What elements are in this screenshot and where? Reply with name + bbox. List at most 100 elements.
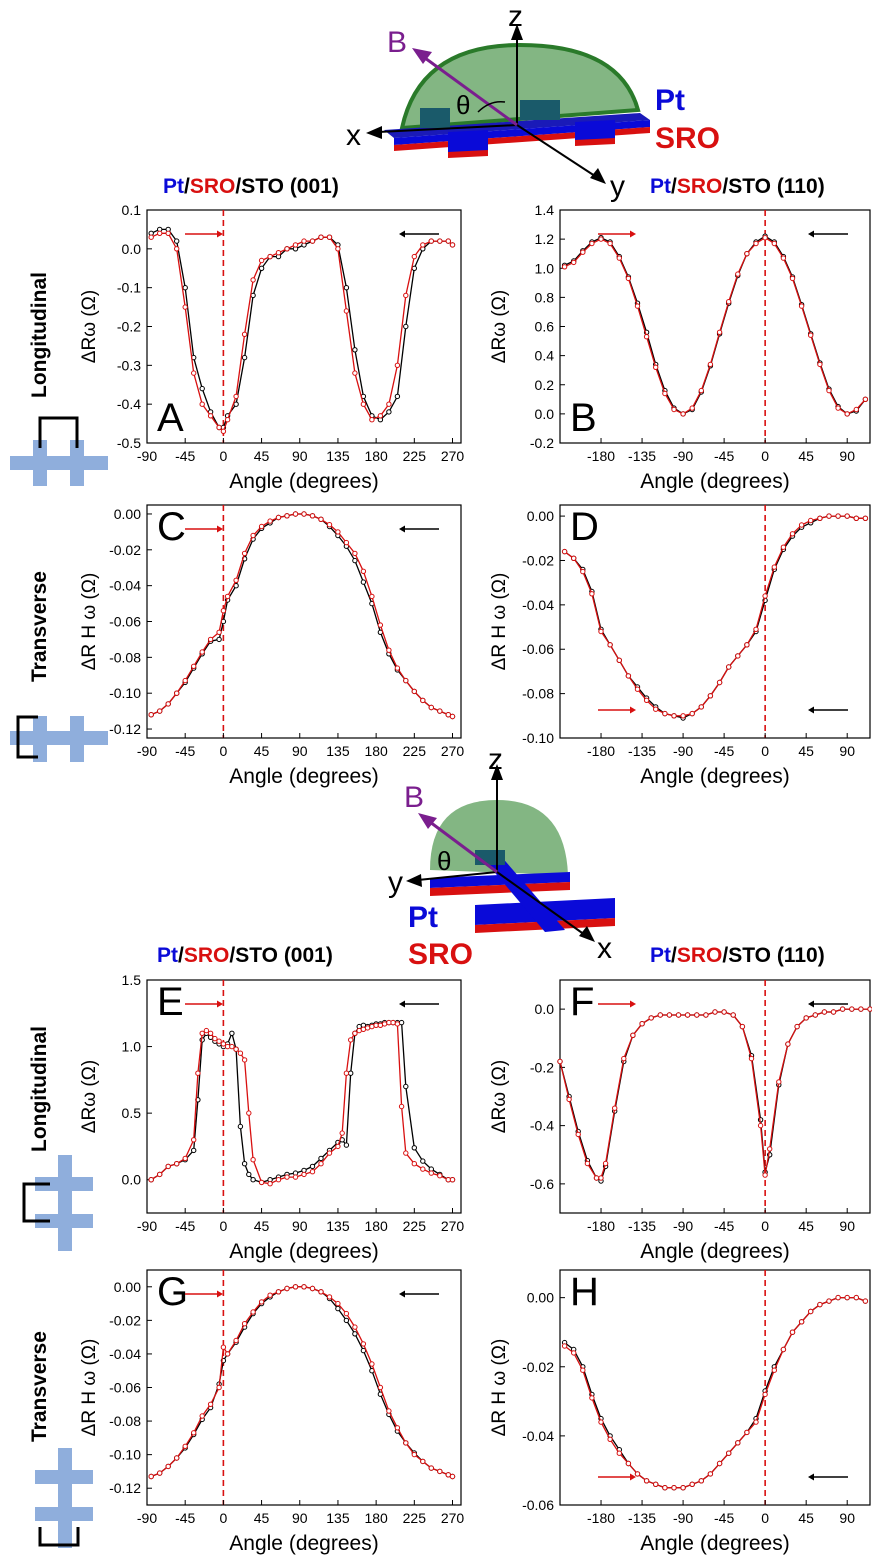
data-point	[716, 329, 723, 335]
data-point	[428, 1170, 434, 1176]
chart-panels: -90 -45 0 45 90 135 180 225 270 0.1 0.0 -0.1 -0.2 -0.…	[79, 202, 872, 1555]
y-tick-label: 0.0	[535, 1001, 555, 1017]
data-point	[301, 511, 307, 517]
y-tick-label: -0.3	[117, 357, 141, 373]
sweep-forward-arrowhead	[217, 525, 223, 533]
data-point	[258, 523, 265, 530]
y-tick-label: -0.08	[109, 649, 141, 665]
x-tick-label: 45	[798, 448, 814, 464]
data-point	[148, 1177, 154, 1183]
contact-pictogram-longitudinal-2	[22, 1155, 93, 1251]
data-point	[318, 234, 324, 240]
y-tick-label: -0.12	[109, 721, 141, 737]
b-field-label: B	[404, 781, 424, 814]
y-tick-label: 0.00	[114, 1279, 141, 1295]
b-field-label: B	[387, 26, 407, 59]
data-point	[292, 1174, 299, 1180]
contact-pictogram-longitudinal	[10, 416, 108, 486]
x-tick-label: -90	[673, 448, 693, 464]
series-line-forward	[564, 515, 866, 717]
data-point	[716, 679, 723, 686]
plot-frame	[559, 979, 871, 1214]
y-axis-arrowhead	[406, 874, 422, 887]
data-point	[216, 1384, 222, 1391]
data-point	[657, 1012, 663, 1018]
data-point	[826, 513, 832, 519]
x-tick-label: 0	[761, 448, 769, 464]
data-point	[220, 1041, 227, 1047]
x-tick-label: 270	[441, 743, 465, 759]
data-point	[352, 1331, 358, 1337]
b-field-vector	[424, 56, 518, 127]
data-point	[625, 1460, 632, 1467]
data-point	[762, 593, 768, 599]
header-sro: SRO	[184, 944, 230, 967]
x-axis-label: Angle (degrees)	[640, 1240, 789, 1263]
x-tick-label: -45	[175, 743, 195, 759]
data-point	[403, 677, 409, 684]
data-point	[671, 713, 677, 719]
theta-label: θ	[437, 846, 451, 876]
data-point	[301, 1284, 307, 1290]
sweep-forward-arrowhead	[217, 230, 223, 238]
x-tick-label: 90	[839, 743, 855, 759]
data-point	[744, 642, 750, 648]
data-point	[403, 1083, 409, 1090]
x-tick-label: 90	[292, 743, 308, 759]
data-point	[301, 238, 307, 244]
data-point	[250, 1177, 256, 1183]
data-point	[343, 539, 350, 546]
series-line-backward	[564, 515, 866, 719]
data-point	[148, 712, 154, 718]
data-point	[191, 1137, 197, 1143]
data-point	[394, 393, 401, 400]
data-point	[625, 275, 632, 282]
panel-label: D	[570, 505, 599, 549]
x-axis-label: Angle (degrees)	[229, 470, 378, 493]
data-point	[437, 238, 443, 244]
x-tick-label: 45	[798, 1510, 814, 1526]
data-point	[735, 271, 741, 277]
x-tick-label: -180	[587, 1218, 615, 1234]
x-tick-label: 135	[326, 1218, 350, 1234]
data-point	[326, 522, 333, 528]
data-point	[812, 1012, 818, 1018]
y-tick-label: -0.02	[522, 1359, 554, 1375]
data-point	[625, 673, 632, 679]
y-tick-label: 1.0	[122, 1039, 142, 1055]
series-line-forward	[150, 232, 453, 433]
data-point	[390, 1019, 396, 1026]
data-point	[369, 417, 375, 423]
data-point	[237, 1050, 244, 1056]
z-axis-label: z	[488, 743, 503, 776]
data-point	[428, 1465, 434, 1471]
chart-panel-h: -180 -135 -90 -45 0 45 90 0.00 -0.02 -0.04 -0.06 An…	[489, 1269, 871, 1555]
data-point	[653, 706, 659, 712]
plot-frame	[559, 209, 871, 444]
series-line-forward	[150, 1286, 453, 1478]
data-point	[835, 1294, 841, 1301]
header-sro: SRO	[677, 175, 723, 198]
data-point	[292, 511, 299, 517]
plot-frame	[146, 504, 462, 739]
data-point	[853, 515, 859, 521]
y-tick-label: -0.04	[109, 578, 141, 594]
data-point	[589, 591, 595, 597]
x-tick-label: -90	[137, 448, 157, 464]
x-tick-label: -45	[175, 1218, 195, 1234]
x-tick-label: 225	[403, 1510, 427, 1526]
x-tick-label: -90	[137, 743, 157, 759]
data-point	[753, 240, 759, 247]
data-point	[275, 1289, 282, 1295]
data-point	[689, 1481, 695, 1488]
data-point	[858, 1006, 864, 1012]
header-pt: Pt	[157, 944, 178, 967]
data-point	[386, 647, 392, 653]
chart-panel-g: -90 -45 0 45 90 135 180 225 270 0.00 -0.02 -0.04 -0.…	[79, 1269, 464, 1555]
x-tick-label: 270	[441, 448, 465, 464]
header-pt: Pt	[650, 175, 671, 198]
data-point	[182, 677, 188, 684]
data-point	[707, 361, 714, 368]
x-tick-label: -135	[628, 448, 656, 464]
y-tick-label: 0.00	[527, 1290, 554, 1306]
